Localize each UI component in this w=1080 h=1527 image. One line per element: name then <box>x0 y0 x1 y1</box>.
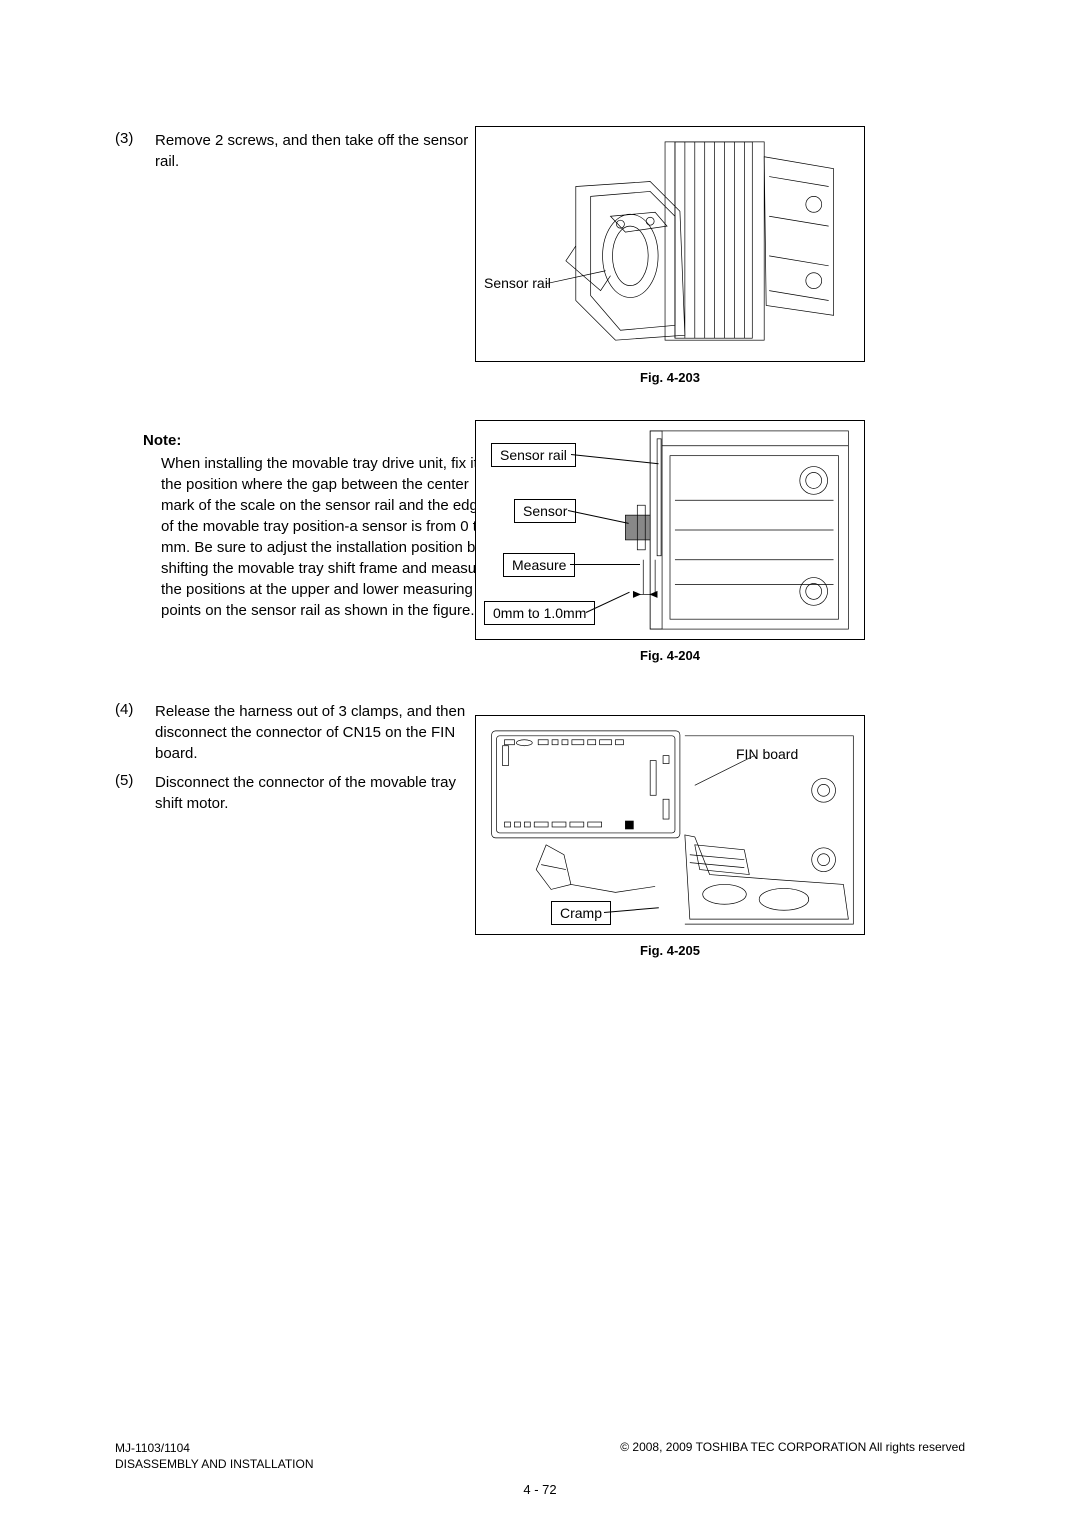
page-number: 4 - 72 <box>0 1482 1080 1497</box>
figure-204-caption: Fig. 4-204 <box>475 648 865 663</box>
label-gap-204: 0mm to 1.0mm <box>484 601 595 625</box>
label-cramp: Cramp <box>551 901 611 925</box>
label-sensor-rail-203: Sensor rail <box>484 275 551 291</box>
footer-copyright: © 2008, 2009 TOSHIBA TEC CORPORATION All… <box>620 1440 965 1454</box>
step-4-num: (4) <box>115 701 155 764</box>
step-3-num: (3) <box>115 130 155 172</box>
figure-203: Sensor rail Fig. 4-203 <box>475 126 865 385</box>
technical-drawing-203 <box>476 127 864 361</box>
technical-drawing-205 <box>476 716 864 934</box>
figure-205-caption: Fig. 4-205 <box>475 943 865 958</box>
figure-204: Sensor rail Sensor Measure 0mm to 1.0mm … <box>475 420 865 663</box>
figure-203-caption: Fig. 4-203 <box>475 370 865 385</box>
step-5-num: (5) <box>115 772 155 814</box>
footer-section: DISASSEMBLY AND INSTALLATION <box>115 1456 314 1472</box>
label-fin-board: FIN board <box>736 746 798 762</box>
label-sensor-rail-204: Sensor rail <box>491 443 576 467</box>
step-3-text: Remove 2 screws, and then take off the s… <box>155 130 485 172</box>
figure-205: FIN board Cramp Fig. 4-205 <box>475 715 865 958</box>
page-footer: MJ-1103/1104 DISASSEMBLY AND INSTALLATIO… <box>115 1440 965 1472</box>
note-text: When installing the movable tray drive u… <box>161 453 501 621</box>
step-5-text: Disconnect the connector of the movable … <box>155 772 485 814</box>
footer-model: MJ-1103/1104 <box>115 1440 314 1456</box>
label-measure-204: Measure <box>503 553 575 577</box>
step-4-text: Release the harness out of 3 clamps, and… <box>155 701 485 764</box>
